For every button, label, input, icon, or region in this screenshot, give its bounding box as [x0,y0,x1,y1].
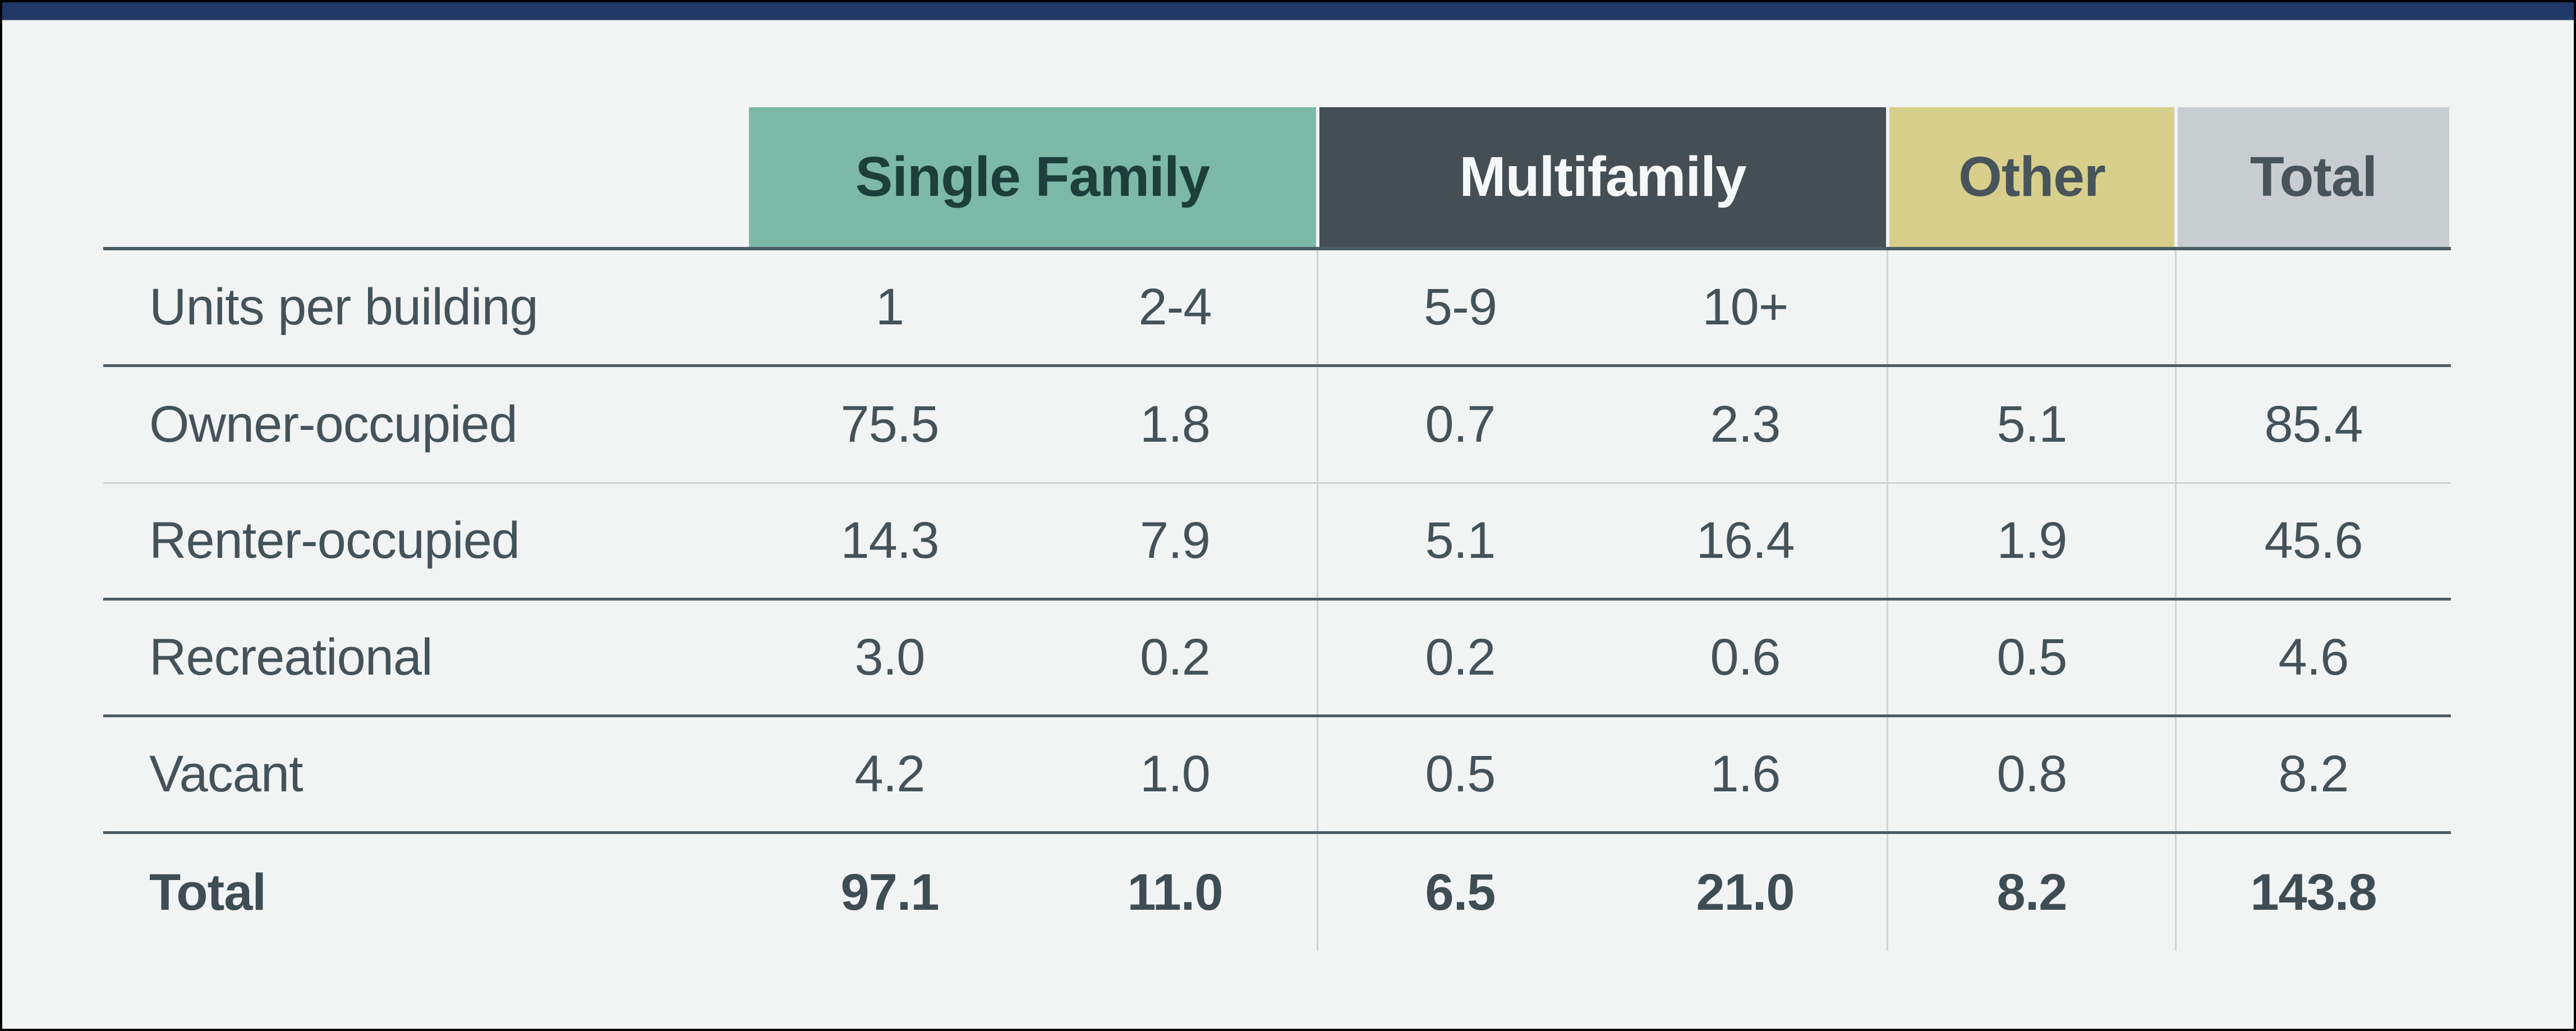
row-label: Owner-occupied [103,367,747,484]
data-cell [1888,250,2176,367]
data-cell: 5-9 [1318,250,1603,367]
data-cell: 21.0 [1696,863,1795,921]
column-group-label: Other [1889,107,2174,247]
data-cell: 0.5 [1888,601,2176,717]
column-group-total: Total [2176,107,2451,250]
column-group-multifamily: Multifamily [1318,107,1888,250]
data-cell: 6.5 [1425,863,1496,921]
data-cell: 1.6 [1603,717,1888,834]
data-cell: 0.2 [1032,601,1318,717]
data-cell: 2-4 [1032,250,1318,367]
column-divider [2175,250,2177,951]
row-label: Vacant [103,717,747,834]
data-cell: 5.1 [1318,484,1603,601]
data-cell: 85.4 [2176,367,2451,484]
column-divider [1317,250,1318,951]
data-cell: 0.6 [1603,601,1888,717]
data-cell: 1.9 [1888,484,2176,601]
row-label: Renter-occupied [103,484,747,601]
data-cell: 8.2 [1997,863,2068,921]
header-corner-cell [103,107,747,250]
data-cell: 97.1 [840,863,939,921]
data-cell: 2.3 [1603,367,1888,484]
data-cell: 1.8 [1032,367,1318,484]
data-cell: 16.4 [1603,484,1888,601]
data-cell: 7.9 [1032,484,1318,601]
data-cell [2176,250,2451,367]
data-cell: 10+ [1603,250,1888,367]
housing-units-table: Single Family Multifamily Other Total Un… [103,107,2451,951]
data-cell: 11.0 [1127,863,1223,921]
column-divider [1887,250,1888,951]
column-group-single-family: Single Family [747,107,1318,250]
data-cell: 14.3 [747,484,1032,601]
column-group-other: Other [1888,107,2176,250]
data-cell: 1 [747,250,1032,367]
data-cell: 8.2 [2176,717,2451,834]
row-label: Total [149,863,266,921]
data-cell: 5.1 [1888,367,2176,484]
data-cell: 0.8 [1888,717,2176,834]
data-cell: 3.0 [747,601,1032,717]
data-cell: 0.5 [1318,717,1603,834]
data-cell: 0.7 [1318,367,1603,484]
data-cell: 4.2 [747,717,1032,834]
data-cell: 0.2 [1318,601,1603,717]
data-cell: 1.0 [1032,717,1318,834]
data-cell: 75.5 [747,367,1032,484]
row-label: Recreational [103,601,747,717]
column-group-label: Total [2178,107,2449,247]
top-accent-bar [2,2,2574,20]
data-cell: 4.6 [2176,601,2451,717]
column-group-label: Single Family [749,107,1316,247]
column-group-label: Multifamily [1319,107,1886,247]
data-cell: 143.8 [2250,863,2377,921]
data-cell: 45.6 [2176,484,2451,601]
row-label: Units per building [103,250,747,367]
